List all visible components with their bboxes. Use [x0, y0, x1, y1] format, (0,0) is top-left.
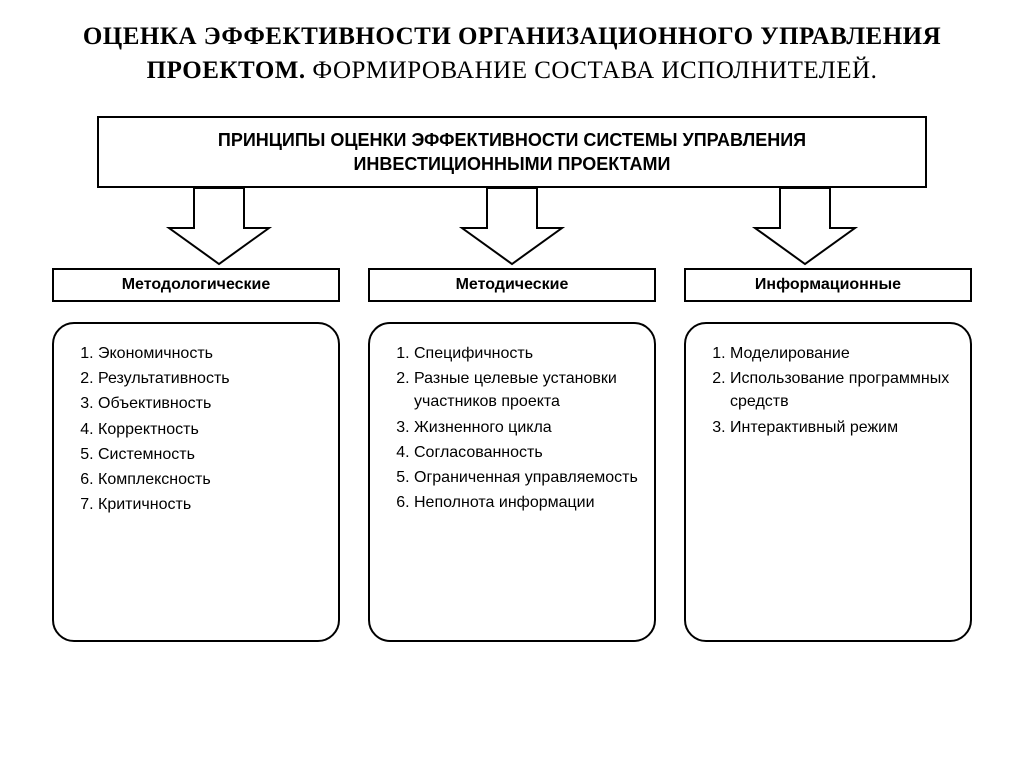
- list-item: Моделирование: [730, 342, 956, 365]
- list-item: Комплексность: [98, 468, 324, 491]
- list-item: Жизненного цикла: [414, 416, 640, 439]
- column-head: Методологические: [52, 268, 340, 302]
- list-item: Критичность: [98, 493, 324, 516]
- principles-list: Моделирование Использование программных …: [708, 342, 956, 439]
- header-box: ПРИНЦИПЫ ОЦЕНКИ ЭФФЕКТИВНОСТИ СИСТЕМЫ УП…: [97, 116, 927, 189]
- list-item: Использование программных средств: [730, 367, 956, 413]
- arrow-down-icon: [750, 188, 860, 266]
- column-body: Экономичность Результативность Объективн…: [52, 322, 340, 642]
- column-body: Специфичность Разные целевые установки у…: [368, 322, 656, 642]
- arrow-down-icon: [457, 188, 567, 266]
- list-item: Объективность: [98, 392, 324, 415]
- principles-list: Экономичность Результативность Объективн…: [76, 342, 324, 516]
- list-item: Корректность: [98, 418, 324, 441]
- column-body: Моделирование Использование программных …: [684, 322, 972, 642]
- list-item: Неполнота информации: [414, 491, 640, 514]
- column-informational: Информационные Моделирование Использован…: [684, 268, 972, 642]
- column-methodical: Методические Специфичность Разные целевы…: [368, 268, 656, 642]
- list-item: Специфичность: [414, 342, 640, 365]
- arrows-row: [72, 188, 952, 268]
- list-item: Согласованность: [414, 441, 640, 464]
- list-item: Системность: [98, 443, 324, 466]
- arrow-down-icon: [164, 188, 274, 266]
- title-regular: ФОРМИРОВАНИЕ СОСТАВА ИСПОЛНИТЕЛЕЙ.: [306, 57, 878, 84]
- column-methodological: Методологические Экономичность Результат…: [52, 268, 340, 642]
- principles-list: Специфичность Разные целевые установки у…: [392, 342, 640, 514]
- list-item: Разные целевые установки участников прое…: [414, 367, 640, 413]
- columns-container: Методологические Экономичность Результат…: [52, 268, 972, 642]
- page-title: ОЦЕНКА ЭФФЕКТИВНОСТИ ОРГАНИЗАЦИОННОГО УП…: [30, 20, 994, 88]
- column-head: Методические: [368, 268, 656, 302]
- list-item: Результативность: [98, 367, 324, 390]
- list-item: Экономичность: [98, 342, 324, 365]
- column-head: Информационные: [684, 268, 972, 302]
- list-item: Интерактивный режим: [730, 416, 956, 439]
- list-item: Ограниченная управляемость: [414, 466, 640, 489]
